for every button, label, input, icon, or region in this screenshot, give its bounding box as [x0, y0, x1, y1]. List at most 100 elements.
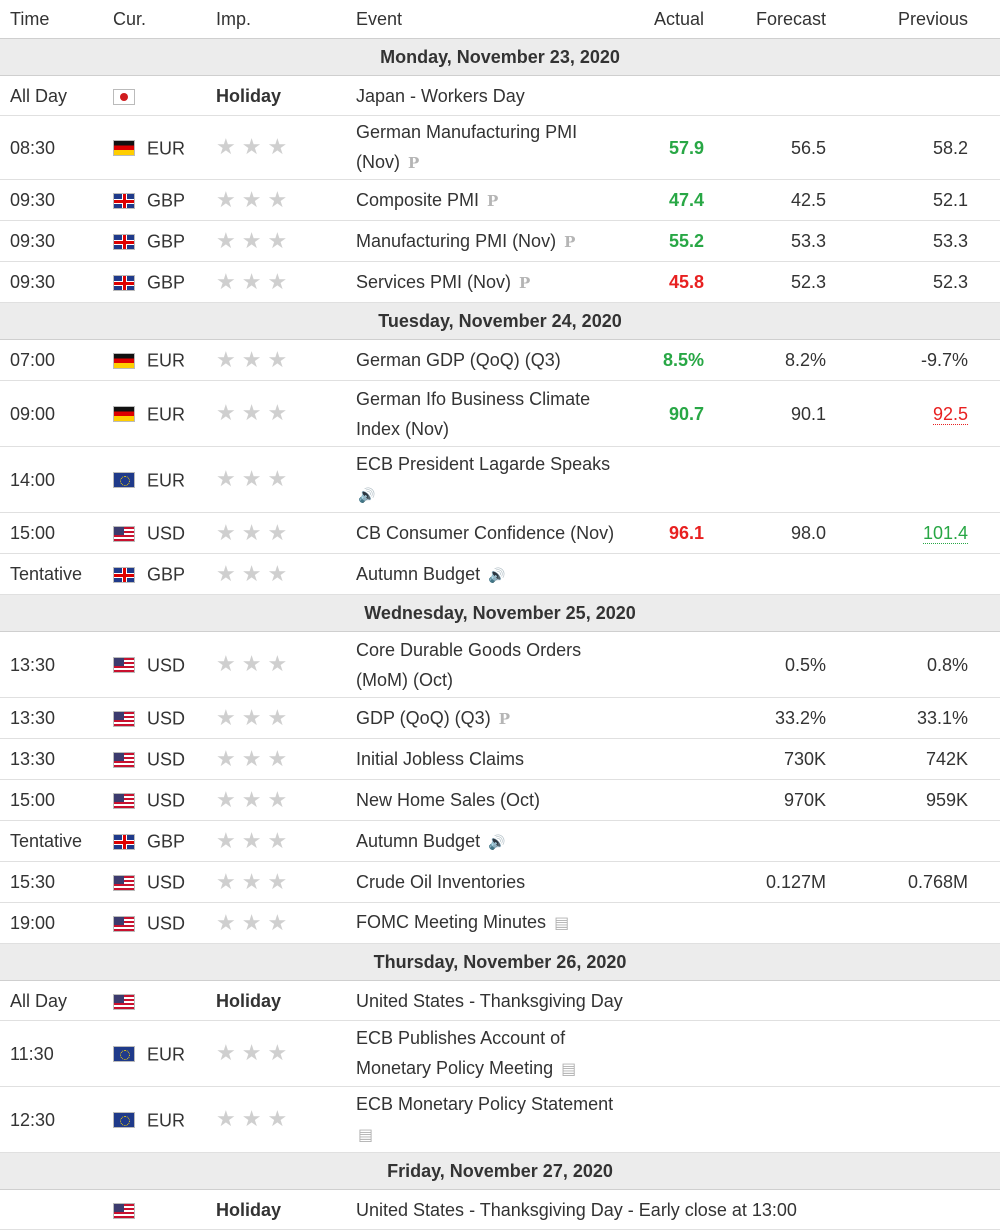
event-name[interactable]: Crude Oil Inventories [346, 861, 646, 903]
event-title[interactable]: Initial Jobless Claims [356, 749, 525, 769]
table-row[interactable]: 09:00 EUR ★★★ German Ifo Business Climat… [0, 380, 1000, 447]
event-actual [646, 75, 736, 116]
event-name[interactable]: Autumn Budget 🔊 [346, 820, 646, 862]
event-name[interactable]: FOMC Meeting Minutes ▤ [346, 902, 646, 944]
table-row[interactable]: 07:00 EUR ★★★ German GDP (QoQ) (Q3) 8.5%… [0, 339, 1000, 381]
star-icon: ★★★ [216, 827, 294, 853]
star-icon: ★★★ [216, 786, 294, 812]
event-forecast [736, 902, 846, 944]
table-row[interactable]: All Day Holiday United States - Thanksgi… [0, 980, 1000, 1021]
table-row[interactable]: 13:30 USD ★★★ Core Durable Goods Orders (… [0, 631, 1000, 698]
table-row[interactable]: 15:30 USD ★★★ Crude Oil Inventories 0.12… [0, 861, 1000, 903]
header-importance[interactable]: Imp. [206, 0, 346, 39]
event-title[interactable]: ECB Publishes Account of [356, 1027, 566, 1048]
event-title[interactable]: United States - Thanksgiving Day - Early… [356, 1199, 797, 1220]
us-flag-icon [113, 792, 135, 809]
event-forecast: 970K [736, 779, 846, 821]
event-title[interactable]: Crude Oil Inventories [356, 872, 526, 892]
event-previous: 0.768M [846, 861, 1000, 903]
event-previous[interactable]: 92.5 [846, 380, 1000, 447]
table-row[interactable]: 09:30 GBP ★★★ Services PMI (Nov) P 45.8 5… [0, 261, 1000, 303]
event-previous [846, 980, 1000, 1021]
event-name[interactable]: ECB Publishes Account of Monetary Policy … [346, 1020, 646, 1087]
revised-previous-value[interactable]: 101.4 [922, 523, 968, 544]
event-title[interactable]: United States - Thanksgiving Day [356, 990, 623, 1011]
event-title[interactable]: ECB Monetary Policy Statement [356, 1093, 614, 1114]
event-title[interactable]: German Manufacturing PMI [356, 122, 578, 142]
event-currency: USD [103, 902, 206, 944]
event-name[interactable]: United States - Thanksgiving Day [346, 980, 646, 1021]
event-title[interactable]: FOMC Meeting Minutes [356, 912, 547, 932]
header-forecast[interactable]: Forecast [736, 0, 846, 39]
table-row[interactable]: Tentative GBP ★★★ Autumn Budget 🔊 [0, 820, 1000, 862]
event-title[interactable]: Manufacturing PMI (Nov) [356, 230, 557, 251]
event-currency: GBP [103, 553, 206, 595]
table-row[interactable]: Tentative GBP ★★★ Autumn Budget 🔊 [0, 553, 1000, 595]
event-name[interactable]: Initial Jobless Claims [346, 738, 646, 780]
event-title-cont[interactable]: (MoM) (Oct) [356, 669, 453, 690]
event-title[interactable]: CB Consumer Confidence (Nov) [356, 523, 615, 543]
event-name[interactable]: United States - Thanksgiving Day - Early… [346, 1189, 1000, 1230]
revised-previous-value[interactable]: 92.5 [932, 403, 968, 425]
event-actual [646, 446, 736, 513]
event-title-cont[interactable]: Monetary Policy Meeting [356, 1057, 554, 1078]
currency-code: EUR [147, 470, 186, 491]
table-row[interactable]: 13:30 USD ★★★ Initial Jobless Claims 730… [0, 738, 1000, 780]
event-name[interactable]: Core Durable Goods Orders (MoM) (Oct) [346, 631, 646, 698]
table-row[interactable]: 13:30 USD ★★★ GDP (QoQ) (Q3) P 33.2% 33.1… [0, 697, 1000, 739]
header-actual[interactable]: Actual [646, 0, 736, 39]
event-title-cont[interactable]: Index (Nov) [356, 418, 450, 439]
table-row[interactable]: 11:30 EUR ★★★ ECB Publishes Account of Mo… [0, 1020, 1000, 1087]
header-currency[interactable]: Cur. [103, 0, 206, 39]
event-name[interactable]: German GDP (QoQ) (Q3) [346, 339, 646, 381]
star-icon: ★★★ [216, 346, 294, 372]
table-row[interactable]: 19:00 USD ★★★ FOMC Meeting Minutes ▤ [0, 902, 1000, 944]
event-title[interactable]: German Ifo Business Climate [356, 388, 591, 409]
table-row[interactable]: 15:00 USD ★★★ New Home Sales (Oct) 970K … [0, 779, 1000, 821]
header-time[interactable]: Time [0, 0, 103, 39]
event-previous[interactable]: 101.4 [846, 512, 1000, 554]
event-title-cont[interactable]: (Nov) [356, 152, 400, 172]
event-title[interactable]: Autumn Budget [356, 830, 481, 851]
event-title[interactable]: GDP (QoQ) (Q3) [356, 707, 491, 728]
event-name[interactable]: Japan - Workers Day [346, 75, 646, 116]
event-title[interactable]: New Home Sales (Oct) [356, 790, 541, 810]
event-name[interactable]: Manufacturing PMI (Nov) P [346, 220, 646, 262]
event-title[interactable]: Core Durable Goods Orders [356, 639, 582, 660]
event-name[interactable]: Autumn Budget 🔊 [346, 553, 646, 595]
event-title[interactable]: ECB President Lagarde Speaks [356, 454, 611, 474]
event-name[interactable]: ECB President Lagarde Speaks 🔊 [346, 446, 646, 513]
event-name[interactable]: New Home Sales (Oct) [346, 779, 646, 821]
event-title[interactable]: Composite PMI [356, 189, 480, 210]
event-name[interactable]: Composite PMI P [346, 179, 646, 221]
table-row[interactable]: 15:00 USD ★★★ CB Consumer Confidence (No… [0, 512, 1000, 554]
table-row[interactable]: Holiday United States - Thanksgiving Day… [0, 1189, 1000, 1230]
star-icon: ★★★ [216, 519, 294, 545]
event-title[interactable]: German GDP (QoQ) (Q3) [356, 350, 561, 370]
star-icon: ★★★ [216, 466, 294, 491]
header-previous[interactable]: Previous [846, 0, 1000, 39]
event-title[interactable]: Autumn Budget [356, 563, 481, 584]
day-separator: Tuesday, November 24, 2020 [0, 302, 1000, 340]
event-time: 09:30 [0, 179, 103, 221]
event-title[interactable]: Japan - Workers Day [356, 85, 525, 106]
star-icon: ★★★ [216, 227, 294, 253]
table-row[interactable]: 08:30 EUR ★★★ German Manufacturing PMI (N… [0, 115, 1000, 180]
table-row[interactable]: 12:30 EUR ★★★ ECB Monetary Policy Statem… [0, 1086, 1000, 1153]
event-title[interactable]: Services PMI (Nov) [356, 271, 512, 292]
header-event[interactable]: Event [346, 0, 646, 39]
table-row[interactable]: 09:30 GBP ★★★ Manufacturing PMI (Nov) P 5… [0, 220, 1000, 262]
event-name[interactable]: ECB Monetary Policy Statement ▤ [346, 1086, 646, 1153]
event-name[interactable]: Services PMI (Nov) P [346, 261, 646, 303]
event-name[interactable]: GDP (QoQ) (Q3) P [346, 697, 646, 739]
event-name[interactable]: CB Consumer Confidence (Nov) [346, 512, 646, 554]
table-row[interactable]: 14:00 EUR ★★★ ECB President Lagarde Spea… [0, 446, 1000, 513]
event-name[interactable]: German Ifo Business Climate Index (Nov) [346, 380, 646, 447]
event-name[interactable]: German Manufacturing PMI (Nov) P [346, 115, 646, 180]
event-previous [846, 553, 1000, 595]
event-previous [846, 446, 1000, 513]
star-icon: ★★★ [216, 909, 294, 935]
table-row[interactable]: 09:30 GBP ★★★ Composite PMI P 47.4 42.5 5… [0, 179, 1000, 221]
importance-stars: ★★★ [206, 738, 346, 780]
table-row[interactable]: All Day Holiday Japan - Workers Day [0, 75, 1000, 116]
